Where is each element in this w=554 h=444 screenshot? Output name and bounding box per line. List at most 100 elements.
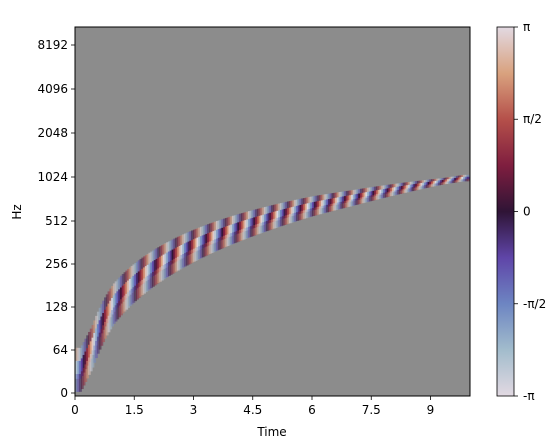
phase-mark bbox=[343, 201, 347, 208]
phase-mark bbox=[370, 187, 374, 193]
phase-mark bbox=[399, 186, 402, 191]
y-tick-label: 1024 bbox=[37, 170, 68, 184]
phase-mark bbox=[88, 344, 91, 363]
phase-mark bbox=[143, 256, 146, 272]
phase-mark bbox=[256, 216, 260, 227]
phase-mark bbox=[359, 197, 363, 204]
phase-mark bbox=[374, 190, 377, 197]
phase-mark bbox=[185, 242, 189, 256]
phase-mark bbox=[182, 244, 186, 258]
phase-mark bbox=[290, 200, 294, 210]
phase-mark bbox=[105, 318, 109, 336]
phase-mark bbox=[176, 256, 180, 271]
phase-mark bbox=[269, 212, 273, 223]
phase-mark bbox=[413, 181, 417, 186]
phase-mark bbox=[306, 197, 310, 206]
phase-mark bbox=[125, 293, 129, 310]
phase-mark bbox=[116, 303, 120, 320]
phase-mark bbox=[235, 222, 239, 235]
phase-mark bbox=[322, 205, 326, 214]
phase-mark bbox=[173, 248, 177, 263]
phase-mark bbox=[231, 232, 235, 244]
phase-mark bbox=[239, 221, 242, 233]
phase-mark bbox=[283, 202, 287, 212]
phase-mark bbox=[247, 211, 251, 222]
phase-mark bbox=[182, 254, 186, 268]
phase-mark bbox=[230, 233, 234, 245]
phase-mark bbox=[175, 247, 178, 262]
phase-mark bbox=[80, 371, 84, 390]
phase-mark bbox=[349, 195, 353, 202]
phase-mark bbox=[169, 260, 173, 275]
phase-mark bbox=[246, 219, 250, 231]
phase-mark bbox=[255, 224, 258, 235]
phase-mark bbox=[139, 281, 143, 297]
phase-mark bbox=[137, 282, 141, 299]
phase-mark bbox=[455, 177, 459, 181]
phase-mark bbox=[141, 257, 145, 273]
phase-mark bbox=[152, 261, 155, 276]
phase-mark bbox=[279, 216, 283, 227]
phase-mark bbox=[96, 311, 100, 329]
phase-mark bbox=[319, 195, 322, 203]
phase-mark bbox=[464, 176, 468, 180]
phase-mark bbox=[216, 220, 219, 233]
phase-mark bbox=[184, 253, 187, 267]
phase-mark bbox=[271, 212, 274, 223]
phase-mark bbox=[365, 196, 369, 203]
phase-mark bbox=[431, 179, 434, 183]
phase-mark bbox=[333, 203, 337, 211]
phase-mark bbox=[452, 180, 456, 183]
phase-mark bbox=[123, 283, 127, 300]
phase-mark bbox=[244, 212, 248, 223]
phase-mark bbox=[276, 203, 280, 214]
phase-mark bbox=[201, 244, 205, 258]
phase-mark bbox=[370, 195, 374, 201]
phase-mark bbox=[361, 197, 365, 204]
y-tick-label: 4096 bbox=[37, 82, 68, 96]
phase-mark bbox=[432, 183, 436, 187]
phase-mark bbox=[423, 179, 427, 184]
phase-mark bbox=[297, 199, 301, 208]
phase-mark bbox=[279, 209, 283, 220]
phase-mark bbox=[320, 200, 324, 209]
x-tick-label: 7.5 bbox=[362, 403, 381, 417]
phase-mark bbox=[384, 192, 388, 198]
phase-mark bbox=[384, 188, 388, 194]
phase-mark bbox=[191, 249, 194, 263]
phase-mark bbox=[146, 264, 150, 280]
phase-mark bbox=[194, 238, 198, 252]
phase-mark bbox=[311, 196, 315, 205]
phase-mark bbox=[276, 210, 280, 221]
phase-mark bbox=[436, 182, 440, 186]
phase-mark bbox=[214, 239, 218, 252]
phase-mark bbox=[203, 243, 207, 257]
phase-mark bbox=[447, 181, 450, 184]
phase-mark bbox=[107, 315, 111, 333]
phase-mark bbox=[182, 234, 186, 248]
phase-mark bbox=[249, 218, 253, 230]
phase-mark bbox=[210, 231, 214, 245]
phase-mark bbox=[448, 180, 452, 184]
phase-mark bbox=[189, 231, 193, 245]
phase-mark bbox=[233, 231, 237, 244]
phase-mark bbox=[400, 189, 404, 194]
phase-mark bbox=[134, 263, 138, 279]
phase-mark bbox=[120, 287, 123, 304]
phase-mark bbox=[303, 210, 306, 219]
phase-mark bbox=[361, 192, 365, 199]
phase-mark bbox=[109, 300, 113, 318]
chirp-phase-track bbox=[75, 174, 470, 392]
phase-mark bbox=[88, 331, 91, 350]
phase-mark bbox=[194, 228, 198, 242]
phase-mark bbox=[166, 252, 170, 267]
phase-mark bbox=[409, 181, 413, 186]
phase-mark bbox=[356, 193, 360, 201]
phase-mark bbox=[283, 208, 287, 219]
phase-mark bbox=[141, 268, 145, 284]
phase-mark bbox=[375, 190, 379, 196]
phase-mark bbox=[370, 191, 374, 197]
phase-mark bbox=[160, 245, 164, 260]
phase-mark bbox=[278, 210, 282, 220]
phase-mark bbox=[294, 212, 298, 222]
